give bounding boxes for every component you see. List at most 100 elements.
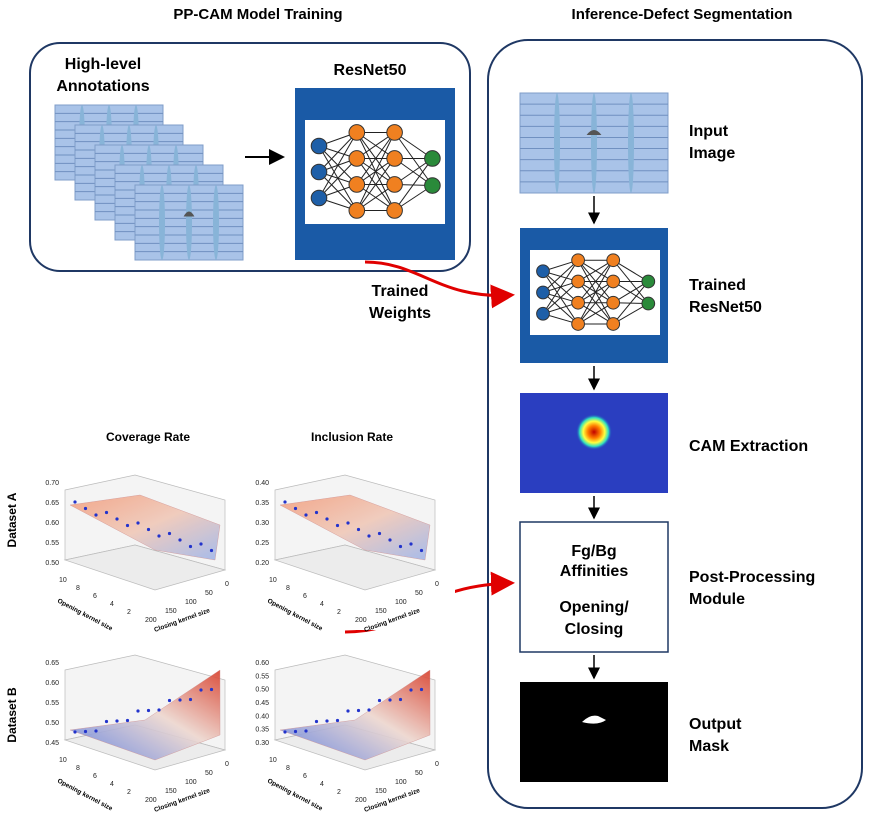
opening-tick: 2 <box>127 789 131 796</box>
surface-plot: 0.400.350.300.250.20108642200150100500Op… <box>255 470 455 634</box>
closing-tick: 50 <box>205 590 213 597</box>
sample-point <box>209 687 214 692</box>
closing-tick: 100 <box>395 599 407 606</box>
sample-point <box>325 719 329 723</box>
net-node <box>424 177 441 194</box>
texture-column <box>554 93 560 193</box>
opening-tick: 6 <box>93 773 97 780</box>
box-text: Fg/Bg <box>571 543 616 560</box>
z-tick: 0.55 <box>45 700 59 707</box>
sample-point <box>167 698 172 703</box>
surface <box>279 669 431 761</box>
sample-point <box>83 506 88 511</box>
sample-point <box>209 548 214 553</box>
net-node <box>571 317 585 331</box>
z-tick: 0.60 <box>45 520 59 527</box>
z-tick: 0.35 <box>255 727 269 734</box>
opening-tick: 4 <box>320 781 324 788</box>
sample-point <box>419 687 424 692</box>
net-edge <box>318 132 358 199</box>
surface-plot: 0.650.600.550.500.45108642200150100500Op… <box>45 650 245 814</box>
net-edge <box>394 132 433 186</box>
closing-tick: 0 <box>435 761 439 768</box>
closing-tick: 0 <box>225 761 229 768</box>
opening-tick: 8 <box>286 585 290 592</box>
sample-point <box>73 500 77 504</box>
z-tick: 0.45 <box>45 740 59 747</box>
surface <box>279 494 431 561</box>
sample-point <box>136 709 140 713</box>
opening-tick: 4 <box>110 601 114 608</box>
weights-label: Trained <box>372 283 429 300</box>
step-label: Input <box>689 123 729 140</box>
net-node <box>571 253 585 268</box>
sample-point <box>136 521 140 525</box>
annotations-label: High-level <box>65 56 141 73</box>
sample-point <box>178 698 182 702</box>
z-tick: 0.65 <box>45 500 59 507</box>
sample-point <box>125 523 130 528</box>
net-node <box>571 274 585 289</box>
row-label: Dataset B <box>5 687 19 743</box>
z-tick: 0.40 <box>255 713 269 720</box>
surface-plot: 0.60 0.55 0.50 0.45 0.40 0.35 0.30 10 8 6 4 2 200 150… <box>255 650 455 814</box>
net-node <box>641 296 656 311</box>
sample-point <box>115 517 119 521</box>
net-node <box>348 150 366 167</box>
sample-point <box>398 544 403 549</box>
opening-tick: 8 <box>76 585 80 592</box>
net-node <box>386 176 403 193</box>
z-tick: 0.50 <box>45 720 59 727</box>
sample-point <box>283 500 287 504</box>
cam-hotspot <box>576 414 612 450</box>
step-label: ResNet50 <box>689 299 762 316</box>
sample-point <box>104 719 109 724</box>
model-label: ResNet50 <box>334 62 407 79</box>
z-tick: 0.55 <box>255 673 269 680</box>
sample-point <box>335 523 340 528</box>
z-tick: 0.65 <box>45 660 59 667</box>
opening-tick: 4 <box>110 781 114 788</box>
closing-tick: 100 <box>395 779 407 786</box>
sample-point <box>146 708 151 713</box>
sample-point <box>188 544 193 549</box>
sample-point <box>125 718 130 723</box>
training-box <box>29 42 471 272</box>
step-label: Mask <box>689 738 729 755</box>
step-label: Post-Processing <box>689 569 815 586</box>
sample-point <box>283 730 287 734</box>
right-title: Inference-Defect Segmentation <box>572 6 793 23</box>
sample-point <box>314 719 319 724</box>
closing-tick: 100 <box>185 779 197 786</box>
z-tick: 0.25 <box>255 540 269 547</box>
red-arrow <box>364 260 515 309</box>
net-node <box>606 253 621 268</box>
net-node <box>641 274 656 289</box>
z-tick: 0.70 <box>45 480 59 487</box>
net-edge <box>612 281 649 325</box>
net-node <box>310 137 328 155</box>
texture-column <box>591 93 597 193</box>
net-node <box>606 317 621 331</box>
step-label: CAM Extraction <box>689 438 808 455</box>
box-text: Opening/ <box>559 599 629 616</box>
left-title: PP-CAM Model Training <box>173 6 342 23</box>
column-title: Coverage Rate <box>106 430 190 444</box>
surface-plot: 0.700.650.600.550.50108642200150100500Op… <box>45 470 245 634</box>
closing-tick: 200 <box>145 617 157 624</box>
sample-point <box>388 698 392 702</box>
z-tick: 0.50 <box>45 560 59 567</box>
net-edge <box>356 132 396 211</box>
sample-point <box>409 542 413 546</box>
z-tick: 0.20 <box>255 560 269 567</box>
z-tick: 0.30 <box>255 520 269 527</box>
z-tick: 0.50 <box>255 687 269 694</box>
closing-tick: 200 <box>355 617 367 624</box>
sample-point <box>377 698 382 703</box>
texture-column <box>628 93 634 193</box>
texture-column <box>186 185 192 260</box>
net-node <box>348 176 366 193</box>
opening-tick: 8 <box>286 765 290 772</box>
closing-tick: 50 <box>415 770 423 777</box>
